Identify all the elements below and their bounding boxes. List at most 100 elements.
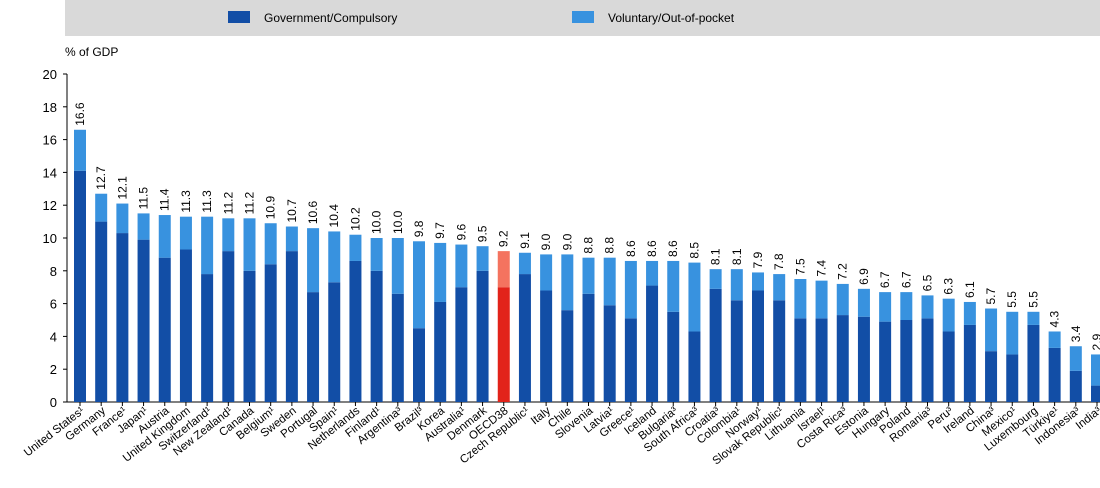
bar-segment — [455, 287, 467, 402]
bar-segment — [434, 243, 446, 302]
y-tick-label: 10 — [43, 231, 57, 246]
bar-segment — [265, 223, 277, 264]
value-label: 2.9 — [1090, 333, 1100, 350]
value-label: 10.2 — [348, 207, 362, 231]
legend-label: Government/Compulsory — [264, 11, 397, 25]
bar-segment — [74, 171, 86, 402]
value-label: 10.0 — [370, 210, 384, 234]
value-label: 12.7 — [94, 166, 108, 190]
y-tick-label: 4 — [50, 329, 57, 344]
bar-segment — [477, 246, 489, 271]
bar-segment — [328, 282, 340, 402]
bar-segment — [371, 271, 383, 402]
bar-segment — [583, 294, 595, 402]
bar-segment — [583, 258, 595, 294]
bar-segment — [731, 269, 743, 300]
bar-segment — [138, 213, 150, 239]
bar-segment — [667, 261, 679, 312]
value-label: 9.0 — [560, 233, 574, 250]
y-tick-label: 2 — [50, 362, 57, 377]
value-label: 4.3 — [1048, 310, 1062, 327]
bar-segment — [540, 254, 552, 290]
bar-segment — [1049, 348, 1061, 402]
y-tick-label: 20 — [43, 67, 57, 82]
bar-segment — [1027, 312, 1039, 325]
bar-segment — [667, 312, 679, 402]
value-label: 9.1 — [518, 232, 532, 249]
bar-segment — [816, 281, 828, 319]
value-label: 8.8 — [603, 237, 617, 254]
value-label: 5.5 — [1026, 291, 1040, 308]
value-label: 9.5 — [476, 225, 490, 242]
value-label: 10.0 — [391, 210, 405, 234]
bar-segment — [900, 320, 912, 402]
bar-segment — [519, 253, 531, 274]
value-label: 10.6 — [306, 200, 320, 224]
y-tick-label: 0 — [50, 395, 57, 410]
value-label: 8.5 — [687, 242, 701, 259]
value-label: 11.2 — [243, 192, 257, 215]
value-label: 6.7 — [878, 271, 892, 288]
bar-segment — [222, 251, 234, 402]
bar-segment — [498, 287, 510, 402]
bar-segment — [752, 272, 764, 290]
bar-segment — [985, 351, 997, 402]
bar-segment — [900, 292, 912, 320]
bar-segment — [180, 249, 192, 402]
bar-segment — [604, 305, 616, 402]
value-label: 11.3 — [179, 190, 193, 213]
y-tick-label: 12 — [43, 198, 57, 213]
bar-segment — [95, 194, 107, 222]
bar-segment — [561, 310, 573, 402]
legend-label: Voluntary/Out-of-pocket — [608, 11, 735, 25]
value-label: 6.7 — [899, 271, 913, 288]
bar-segment — [710, 269, 722, 289]
bar-segment — [625, 318, 637, 402]
bar-segment — [159, 258, 171, 402]
bar-segment — [180, 217, 192, 250]
bar-segment — [244, 218, 256, 270]
value-label: 10.7 — [285, 199, 299, 223]
bar-segment — [1006, 312, 1018, 355]
bar-segment — [794, 318, 806, 402]
value-label: 6.3 — [942, 278, 956, 295]
bar-segment — [1070, 371, 1082, 402]
bar-segment — [943, 299, 955, 332]
bar-segment — [286, 227, 298, 252]
bar-segment — [964, 325, 976, 402]
bar-segment — [244, 271, 256, 402]
y-tick-label: 14 — [43, 165, 57, 180]
value-label: 11.3 — [200, 190, 214, 213]
y-tick-label: 6 — [50, 297, 57, 312]
value-label: 8.1 — [730, 248, 744, 265]
bar-segment — [1049, 331, 1061, 347]
chart: % of GDP Government/CompulsoryVoluntary/… — [0, 0, 1100, 488]
bar-segment — [688, 331, 700, 402]
bar-segment — [371, 238, 383, 271]
bar-segment — [943, 331, 955, 402]
bar-segment — [879, 322, 891, 402]
value-label: 9.0 — [539, 233, 553, 250]
bar-segment — [201, 274, 213, 402]
bar-segment — [116, 233, 128, 402]
value-label: 8.6 — [624, 240, 638, 257]
value-label: 9.6 — [454, 224, 468, 241]
value-label: 5.5 — [1005, 291, 1019, 308]
value-label: 3.4 — [1069, 325, 1083, 342]
value-label: 6.1 — [963, 281, 977, 298]
bar-segment — [879, 292, 891, 322]
bar-segment — [625, 261, 637, 318]
bar-segment — [328, 231, 340, 282]
value-label: 11.5 — [137, 187, 151, 210]
value-label: 8.6 — [645, 240, 659, 257]
bar-segment — [455, 245, 467, 288]
value-label: 6.9 — [857, 268, 871, 285]
value-label: 9.7 — [433, 222, 447, 239]
value-label: 9.2 — [497, 230, 511, 247]
bar-segment — [159, 215, 171, 258]
value-label: 12.1 — [115, 176, 129, 200]
bar-segment — [201, 217, 213, 274]
bar-segment — [752, 290, 764, 402]
bar-segment — [498, 251, 510, 287]
bar-segment — [286, 251, 298, 402]
